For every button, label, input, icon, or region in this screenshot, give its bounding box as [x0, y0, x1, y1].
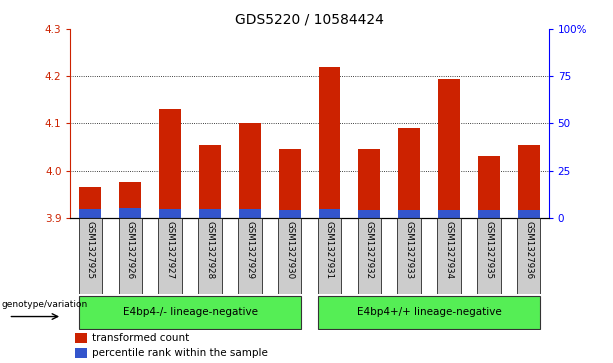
Bar — [159, 209, 181, 218]
Bar — [398, 128, 420, 218]
FancyBboxPatch shape — [78, 296, 302, 329]
Bar — [75, 348, 87, 358]
Bar — [75, 333, 87, 343]
Bar — [159, 109, 181, 218]
Bar — [239, 209, 261, 218]
Bar — [319, 67, 340, 218]
FancyBboxPatch shape — [198, 218, 222, 294]
FancyBboxPatch shape — [517, 218, 541, 294]
Text: GSM1327927: GSM1327927 — [166, 221, 175, 279]
FancyBboxPatch shape — [118, 218, 142, 294]
Bar — [359, 210, 380, 218]
Bar — [279, 149, 300, 218]
Text: GSM1327936: GSM1327936 — [524, 221, 533, 279]
Bar — [319, 209, 340, 218]
Text: GSM1327928: GSM1327928 — [205, 221, 215, 279]
Text: GSM1327926: GSM1327926 — [126, 221, 135, 279]
Text: genotype/variation: genotype/variation — [1, 300, 88, 309]
Bar — [199, 209, 221, 218]
Title: GDS5220 / 10584424: GDS5220 / 10584424 — [235, 12, 384, 26]
Text: GSM1327929: GSM1327929 — [245, 221, 254, 279]
Text: GSM1327935: GSM1327935 — [484, 221, 493, 279]
Bar — [239, 123, 261, 218]
FancyBboxPatch shape — [318, 218, 341, 294]
Bar — [279, 210, 300, 218]
Bar — [438, 210, 460, 218]
Bar — [438, 78, 460, 218]
Bar — [199, 145, 221, 218]
FancyBboxPatch shape — [278, 218, 302, 294]
Text: GSM1327925: GSM1327925 — [86, 221, 95, 279]
FancyBboxPatch shape — [318, 296, 541, 329]
FancyBboxPatch shape — [397, 218, 421, 294]
FancyBboxPatch shape — [437, 218, 461, 294]
Bar — [518, 210, 539, 218]
Bar — [80, 187, 101, 218]
Text: GSM1327933: GSM1327933 — [405, 221, 414, 279]
FancyBboxPatch shape — [238, 218, 262, 294]
FancyBboxPatch shape — [78, 218, 102, 294]
FancyBboxPatch shape — [158, 218, 182, 294]
Text: transformed count: transformed count — [92, 334, 189, 343]
Text: GSM1327932: GSM1327932 — [365, 221, 374, 279]
Bar — [359, 149, 380, 218]
Bar — [478, 210, 500, 218]
Bar — [80, 209, 101, 218]
Text: GSM1327934: GSM1327934 — [444, 221, 454, 279]
Bar — [518, 145, 539, 218]
Bar — [120, 208, 141, 218]
Text: E4bp4+/+ lineage-negative: E4bp4+/+ lineage-negative — [357, 307, 501, 317]
FancyBboxPatch shape — [477, 218, 501, 294]
Bar — [478, 156, 500, 218]
Text: GSM1327931: GSM1327931 — [325, 221, 334, 279]
FancyBboxPatch shape — [357, 218, 381, 294]
Text: GSM1327930: GSM1327930 — [285, 221, 294, 279]
Text: E4bp4-/- lineage-negative: E4bp4-/- lineage-negative — [123, 307, 257, 317]
Bar — [398, 210, 420, 218]
Bar — [120, 182, 141, 218]
Text: percentile rank within the sample: percentile rank within the sample — [92, 348, 268, 358]
